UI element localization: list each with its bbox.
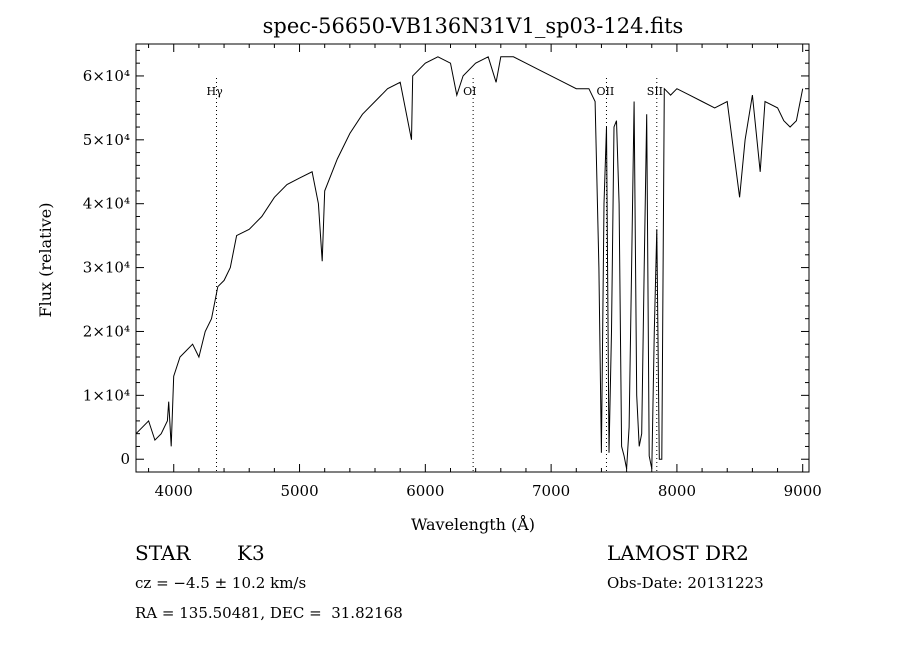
line-marker-label: OII [596,85,614,98]
line-marker-label: SII [647,85,663,98]
y-tick-label: 1×10⁴ [83,386,130,404]
redshift-velocity: cz = −4.5 ± 10.2 km/s [135,574,307,592]
spectrum-chart: 4000 5000 6000 7000 8000 9000 0 1×10⁴ 2×10⁴ 3×10… [36,14,822,534]
y-tick-label: 0 [120,450,130,468]
object-class: STAR [135,541,191,565]
x-tick-label: 9000 [784,482,822,500]
chart-title: spec-56650-VB136N31V1_sp03-124.fits [263,14,684,38]
x-axis-label: Wavelength (Å) [411,514,535,534]
y-tick-labels: 0 1×10⁴ 2×10⁴ 3×10⁴ 4×10⁴ 5×10⁴ 6×10⁴ [83,67,130,468]
x-tick-label: 6000 [406,482,444,500]
y-tick-label: 3×10⁴ [83,259,130,277]
x-tick-label: 7000 [532,482,570,500]
x-tick-label: 4000 [155,482,193,500]
spectrum-line [135,56,804,469]
y-tick-label: 6×10⁴ [83,67,130,85]
observation-date: Obs-Date: 20131223 [607,574,764,592]
survey-name: LAMOST DR2 [607,541,749,565]
axis-ticks [136,44,809,472]
plot-frame [135,43,810,473]
y-tick-label: 4×10⁴ [83,195,130,213]
y-tick-label: 5×10⁴ [83,131,130,149]
line-markers: Hγ OI OII SII [207,78,663,472]
x-tick-label: 5000 [280,482,318,500]
x-tick-labels: 4000 5000 6000 7000 8000 9000 [155,482,822,500]
object-subclass: K3 [237,541,265,565]
y-tick-label: 2×10⁴ [83,322,130,340]
y-axis-label: Flux (relative) [36,203,55,318]
x-tick-label: 8000 [658,482,696,500]
line-marker-label: Hγ [207,85,224,98]
line-marker-label: OI [463,85,476,98]
coordinates: RA = 135.50481, DEC = 31.82168 [135,604,403,622]
